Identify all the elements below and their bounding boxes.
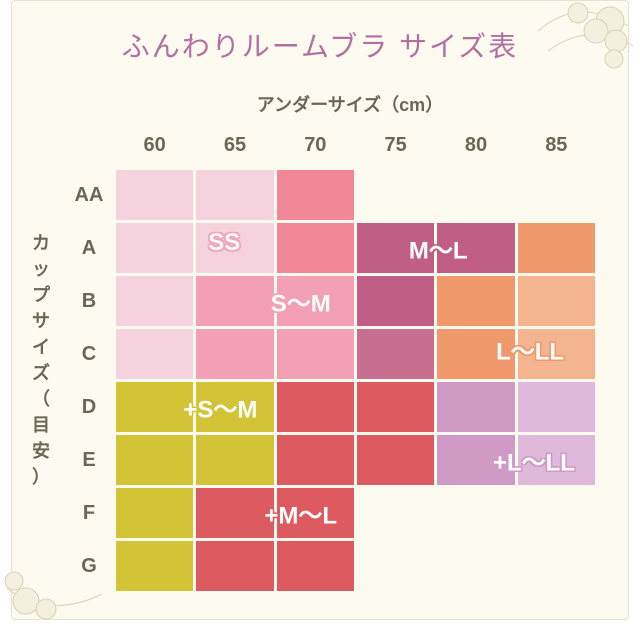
chart-title: ふんわりルームブラ サイズ表 [30,25,610,65]
grid-cell [196,382,273,432]
row-header: AA [65,170,113,220]
grid-cell [437,276,514,326]
grid-cell [277,329,354,379]
row-header: C [65,329,113,379]
grid-cell [116,223,193,273]
row-header: G [65,541,113,591]
grid-cell [518,276,595,326]
grid-cell [357,170,434,220]
grid-cell [116,435,193,485]
grid-cell [196,329,273,379]
row-header: D [65,382,113,432]
grid-cell [116,541,193,591]
grid-cell [196,435,273,485]
col-header: 65 [196,126,273,167]
size-grid: 606570758085AAABCDEFG [62,123,598,594]
grid-cell [277,276,354,326]
col-header: 80 [437,126,514,167]
grid-cell [116,382,193,432]
grid-cell [437,541,514,591]
y-axis-title: カップサイズ（目安） [32,229,52,489]
grid-cell [277,488,354,538]
grid-cell [196,170,273,220]
grid-cell [357,223,434,273]
grid-cell [357,435,434,485]
grid-cell [437,382,514,432]
grid-cell [357,329,434,379]
grid-cell [518,223,595,273]
col-header: 70 [277,126,354,167]
col-header: 60 [116,126,193,167]
row-header: A [65,223,113,273]
grid-cell [196,488,273,538]
col-header: 85 [518,126,595,167]
grid-cell [196,223,273,273]
grid-cell [277,435,354,485]
grid-cell [518,382,595,432]
grid-cell [357,382,434,432]
grid-cell [437,170,514,220]
grid-cell [437,435,514,485]
grid-cell [116,276,193,326]
grid-cell [518,170,595,220]
grid-cell [196,541,273,591]
grid-cell [518,435,595,485]
row-header: E [65,435,113,485]
grid-cell [357,541,434,591]
chart-card: ふんわりルームブラ サイズ表 アンダーサイズ（cm） カップサイズ（目安） 60… [11,0,629,620]
row-header: F [65,488,113,538]
grid-cell [357,276,434,326]
grid-cell [357,488,434,538]
grid-cell [437,223,514,273]
grid-cell [437,488,514,538]
grid-cell [277,382,354,432]
grid-cell [277,170,354,220]
x-axis-title: アンダーサイズ（cm） [30,91,610,117]
grid-cell [116,488,193,538]
grid-cell [437,329,514,379]
grid-cell [518,329,595,379]
row-header: B [65,276,113,326]
grid-cell [518,488,595,538]
chart-body: カップサイズ（目安） 606570758085AAABCDEFG SSM～LS～… [30,123,610,594]
grid-cell [196,276,273,326]
grid-cell [277,541,354,591]
grid-cell [277,223,354,273]
col-header: 75 [357,126,434,167]
grid-cell [116,170,193,220]
grid-cell [116,329,193,379]
grid-cell [518,541,595,591]
